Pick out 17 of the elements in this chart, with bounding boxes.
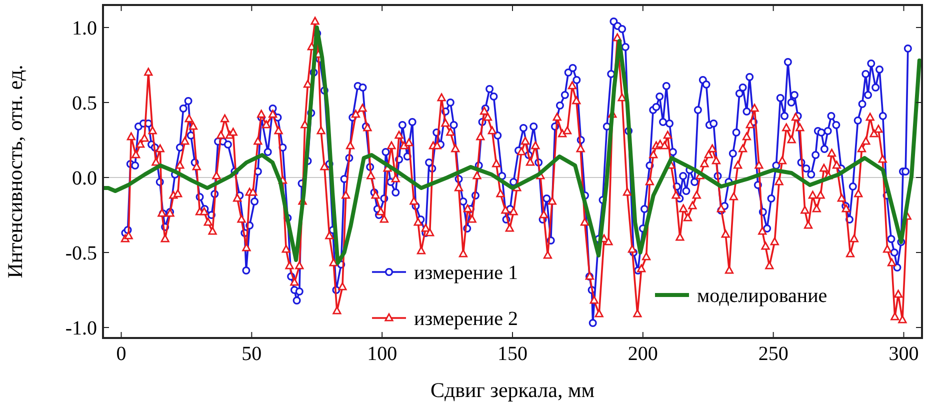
x-tick-label: 300 (888, 343, 919, 365)
legend-label: измерение 2 (414, 308, 518, 330)
y-tick-label: 1.0 (72, 18, 97, 40)
x-axis-title: Сдвиг зеркала, мм (430, 378, 595, 402)
x-tick-label: 0 (116, 343, 126, 365)
x-tick-label: 250 (758, 343, 788, 365)
x-tick-label: 200 (628, 343, 658, 365)
y-tick-label: 0.0 (72, 168, 97, 190)
x-tick-label: 50 (242, 343, 262, 365)
legend-label: моделирование (697, 285, 828, 307)
x-tick-label: 150 (498, 343, 528, 365)
y-axis-title: Интенсивность, отн. ед. (3, 64, 27, 278)
y-tick-label: -0.5 (65, 242, 97, 264)
y-tick-label: -1.0 (65, 318, 97, 340)
legend-label: измерение 1 (414, 262, 518, 284)
y-tick-label: 0.5 (72, 92, 97, 114)
x-tick-label: 100 (367, 343, 398, 365)
